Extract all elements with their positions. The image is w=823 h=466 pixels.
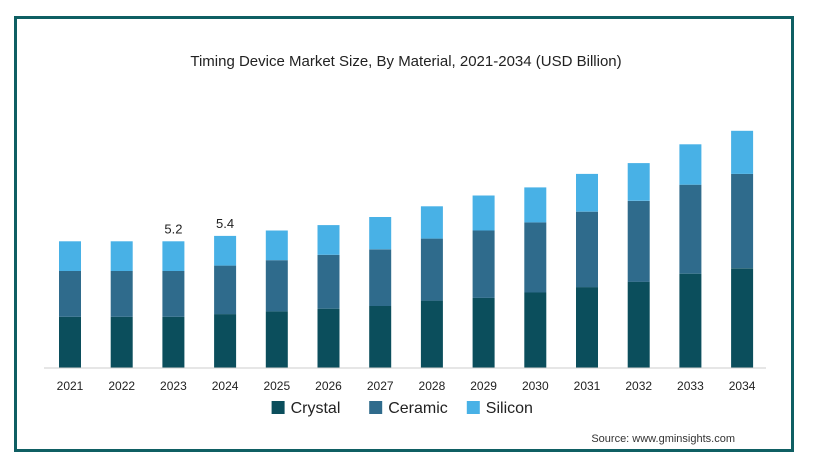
bar-crystal-2027: [369, 306, 392, 368]
x-tick-labels: 2021 2022 2023 2024 2025 2026 2027 2028 2029 2030…: [57, 379, 756, 393]
bar-ceramic-2027: [369, 249, 392, 306]
chart-title: Timing Device Market Size, By Material, …: [190, 53, 621, 70]
bar-crystal-2030: [524, 292, 547, 368]
bar-ceramic-2025: [265, 260, 288, 312]
bar-silicon-2022: [110, 241, 133, 271]
bar-silicon-2032: [627, 163, 650, 201]
bar-crystal-2026: [317, 308, 340, 368]
bar-ceramic-2033: [679, 184, 702, 274]
x-tick-label: 2026: [315, 379, 342, 393]
x-tick-label: 2030: [522, 379, 549, 393]
legend-swatch-crystal: [271, 401, 285, 414]
bar-silicon-2033: [679, 144, 702, 185]
bar-ceramic-2029: [472, 230, 495, 298]
bar-crystal-2024: [214, 314, 237, 368]
bar-silicon-2034: [731, 130, 754, 174]
legend-label-crystal: Crystal: [291, 400, 341, 417]
legend-label-silicon: Silicon: [486, 400, 533, 417]
chart-frame: [14, 16, 794, 452]
legend-swatch-silicon: [466, 401, 480, 414]
x-tick-label: 2027: [367, 379, 394, 393]
bar-ceramic-2034: [731, 173, 754, 269]
bar-crystal-2033: [679, 273, 702, 368]
bar-ceramic-2028: [420, 238, 443, 301]
bars-group: [59, 130, 754, 368]
bar-ceramic-2023: [162, 271, 185, 317]
bar-crystal-2022: [110, 316, 133, 368]
x-tick-label: 2033: [677, 379, 704, 393]
bar-crystal-2031: [576, 287, 598, 368]
x-tick-label: 2024: [212, 379, 239, 393]
bar-ceramic-2030: [524, 222, 547, 293]
x-tick-label: 2031: [574, 379, 601, 393]
bar-ceramic-2021: [59, 271, 81, 317]
x-tick-label: 2023: [160, 379, 187, 393]
bar-crystal-2029: [472, 297, 495, 368]
bar-crystal-2025: [265, 311, 288, 368]
x-tick-label: 2022: [108, 379, 135, 393]
legend-swatch-ceramic: [369, 401, 383, 414]
data-label: 5.4: [216, 216, 234, 231]
bar-silicon-2027: [369, 217, 392, 250]
bar-silicon-2026: [317, 225, 340, 255]
bar-ceramic-2022: [110, 271, 133, 317]
data-labels: 5.2 5.4: [164, 216, 234, 236]
legend: Crystal Ceramic Silicon: [271, 400, 533, 417]
x-tick-label: 2029: [470, 379, 497, 393]
bar-crystal-2034: [731, 268, 754, 368]
bar-silicon-2029: [472, 195, 495, 231]
bar-silicon-2023: [162, 241, 185, 271]
x-tick-label: 2021: [57, 379, 84, 393]
bar-ceramic-2031: [576, 211, 598, 288]
bar-silicon-2025: [265, 230, 288, 261]
bar-crystal-2023: [162, 316, 185, 368]
bar-silicon-2030: [524, 187, 547, 223]
x-tick-label: 2028: [419, 379, 446, 393]
legend-label-ceramic: Ceramic: [388, 400, 448, 417]
bar-ceramic-2032: [627, 200, 650, 282]
bar-crystal-2032: [627, 281, 650, 368]
x-tick-label: 2032: [625, 379, 652, 393]
bar-ceramic-2024: [214, 265, 237, 315]
bar-silicon-2024: [214, 235, 237, 266]
bar-crystal-2021: [59, 316, 81, 368]
bar-silicon-2021: [59, 241, 81, 271]
bar-silicon-2028: [420, 206, 443, 239]
bar-silicon-2031: [576, 173, 598, 212]
data-label: 5.2: [164, 221, 182, 236]
source-note: Source: www.gminsights.com: [591, 433, 735, 445]
x-tick-label: 2025: [263, 379, 290, 393]
bar-crystal-2028: [420, 300, 443, 368]
bar-ceramic-2026: [317, 254, 340, 309]
x-tick-label: 2034: [729, 379, 756, 393]
